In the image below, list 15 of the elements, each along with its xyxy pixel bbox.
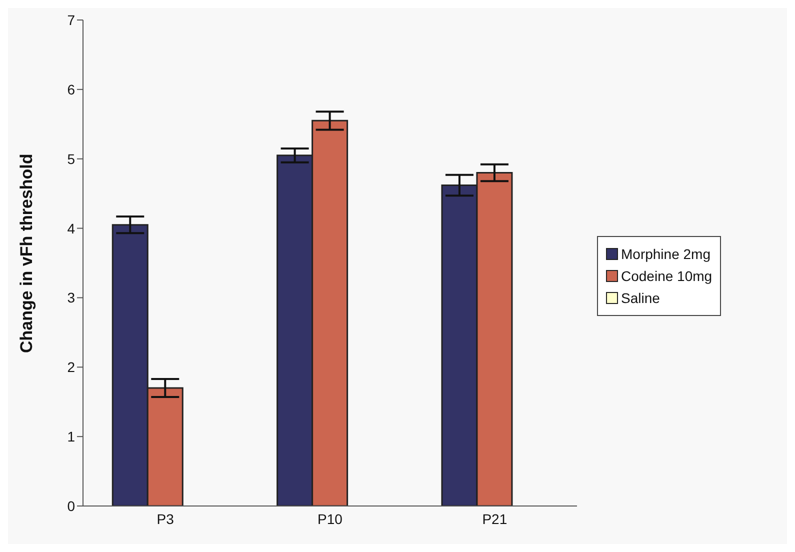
y-axis-title: Change in vFh threshold	[17, 154, 36, 353]
y-tick-label: 5	[67, 150, 76, 167]
legend-label: Saline	[621, 289, 660, 308]
legend-label: Morphine 2mg	[621, 245, 710, 264]
y-tick-label: 6	[67, 81, 76, 98]
y-tick-label: 1	[67, 428, 76, 445]
x-tick-label: P10	[318, 510, 343, 527]
y-tick-label: 0	[67, 498, 76, 514]
y-tick-label: 3	[67, 290, 76, 306]
x-tick-label: P21	[482, 510, 508, 527]
y-tick-label: 2	[67, 359, 76, 376]
y-tick-label: 7	[67, 12, 76, 28]
x-tick-label: P3	[156, 510, 174, 527]
legend-label: Codeine 10mg	[621, 267, 712, 286]
y-tick-label: 4	[67, 220, 76, 236]
